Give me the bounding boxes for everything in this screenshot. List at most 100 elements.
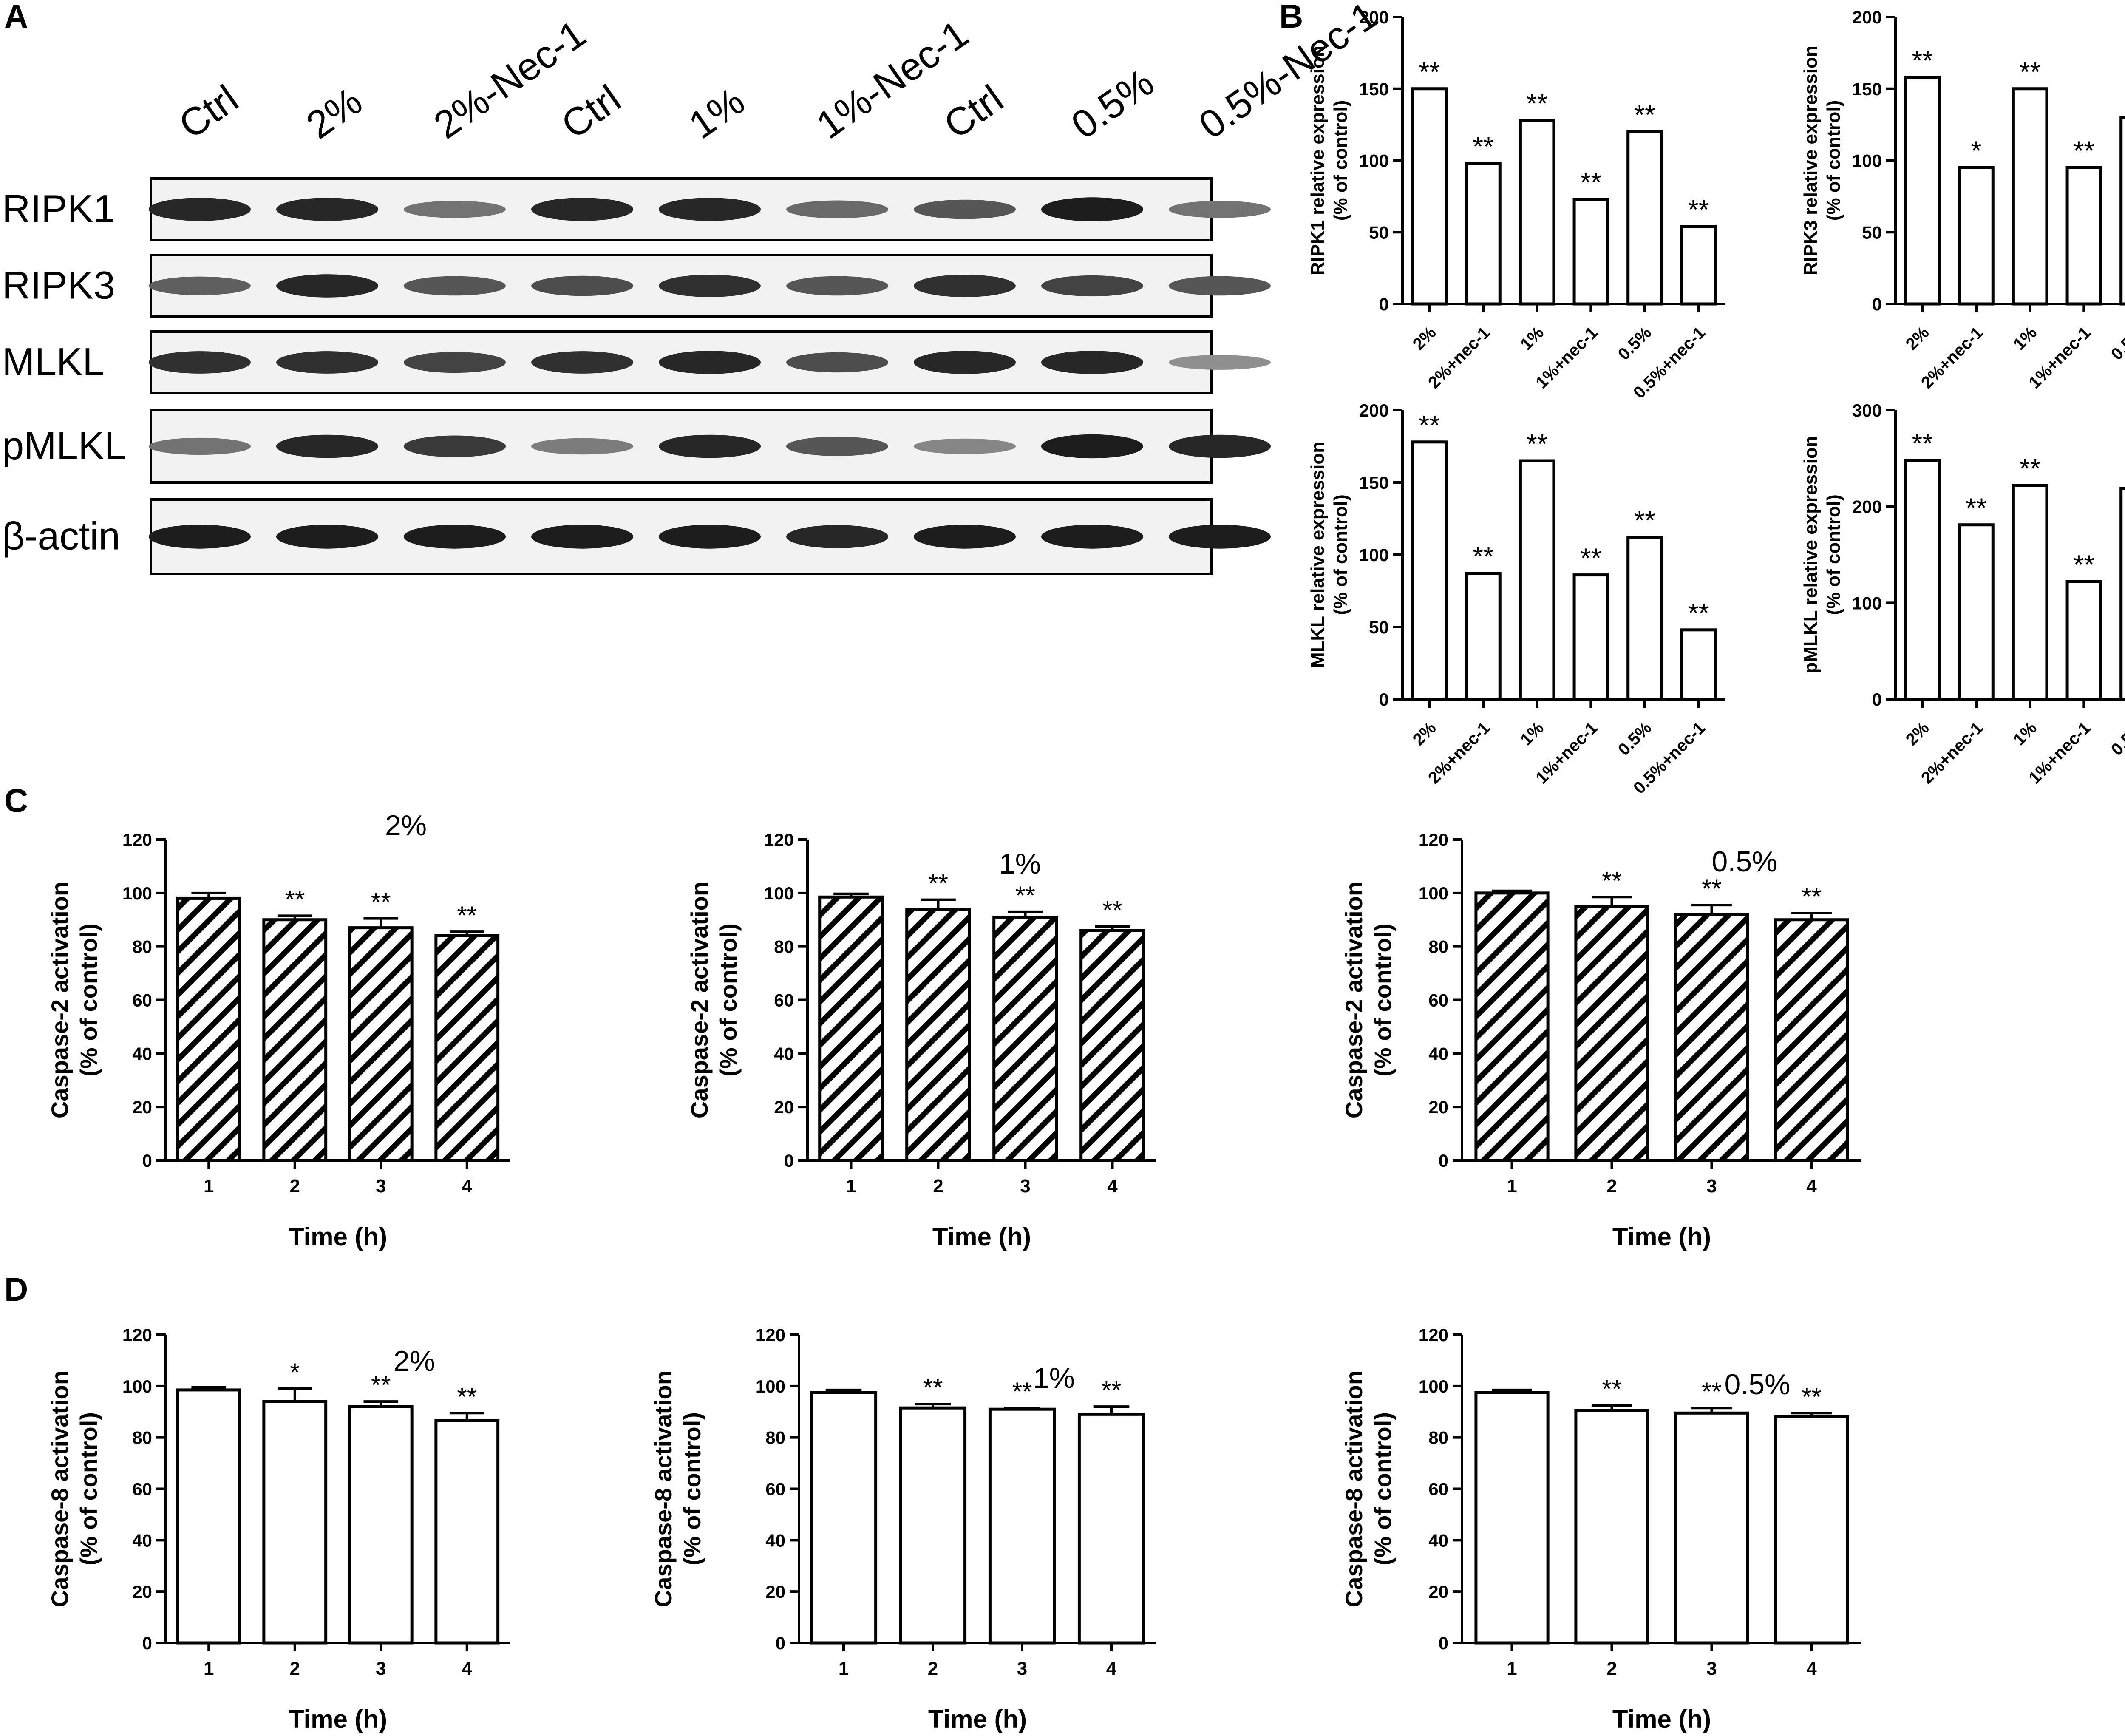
blot-band [531, 351, 633, 374]
significance-mark: ** [923, 1373, 943, 1402]
y-axis-label-line: (% of control) [1330, 494, 1351, 615]
blot-band [914, 438, 1016, 454]
x-axis-label: Time (h) [1612, 1223, 1711, 1251]
bar-1 [1474, 1391, 1550, 1645]
y-tick-label: 0 [1439, 1151, 1448, 1171]
y-tick-label: 200 [1359, 7, 1389, 27]
significance-mark: ** [1015, 881, 1035, 910]
y-tick-label: 80 [1428, 1428, 1448, 1448]
panel-letter-a: A [4, 0, 28, 35]
blot-band [531, 525, 633, 549]
x-tick-label: 3 [376, 1658, 386, 1679]
y-tick-label: 60 [765, 1479, 785, 1499]
bar-4 [434, 1419, 500, 1645]
bar-1 [1904, 76, 1941, 306]
significance-mark: ** [1912, 45, 1933, 76]
x-tick-label: 1% [2010, 718, 2040, 749]
y-tick-label: 40 [132, 1530, 152, 1550]
significance-mark: ** [1102, 1376, 1122, 1404]
significance-mark: ** [2073, 549, 2094, 580]
lane-label-8: 0.5% [1064, 61, 1162, 148]
x-tick-label: 1 [839, 1658, 849, 1679]
blot-band [531, 275, 633, 296]
y-tick-label: 20 [1428, 1582, 1448, 1602]
significance-mark: * [290, 1358, 300, 1387]
significance-mark: ** [2020, 57, 2041, 87]
y-tick-label: 40 [1428, 1530, 1448, 1550]
bar-3 [2012, 87, 2048, 306]
blot-band [786, 437, 888, 456]
y-tick-label: 80 [765, 1428, 785, 1448]
x-tick-label: 4 [462, 1176, 473, 1197]
x-tick-label: 2% [1902, 718, 1933, 749]
y-tick-label: 50 [1369, 617, 1389, 637]
y-axis-label-line: RIPK3 relative expression [1800, 45, 1821, 275]
x-tick-label: 3 [1706, 1658, 1717, 1679]
bar-4 [434, 934, 500, 1162]
y-tick-label: 20 [774, 1097, 794, 1117]
y-axis-label-line: RIPK1 relative expression [1307, 45, 1328, 275]
significance-mark: * [1971, 135, 1982, 166]
bar-2 [905, 908, 971, 1162]
bar-5 [2119, 116, 2125, 306]
y-tick-label: 200 [1852, 497, 1882, 517]
chart-2: 0 50 100 150 200 RIPK3 relative expression (% … [1800, 7, 2125, 402]
bar-4 [2066, 580, 2102, 701]
x-tick-label: 1 [1507, 1658, 1517, 1679]
significance-mark: ** [1527, 428, 1548, 459]
bar-4 [1572, 198, 1609, 306]
y-axis-label: RIPK1 relative expression (% of control) [1307, 45, 1351, 275]
x-tick-label: 1% [1517, 718, 1547, 749]
y-tick-label: 150 [1359, 79, 1389, 99]
x-tick-label: 1% [1517, 323, 1547, 354]
y-tick-label: 80 [132, 1428, 152, 1448]
y-tick-label: 300 [1852, 400, 1882, 420]
x-tick-label: 2 [290, 1658, 300, 1679]
y-axis-label-line: (% of control) [715, 923, 742, 1077]
blot-band [531, 198, 633, 221]
y-tick-label: 120 [1419, 830, 1448, 850]
bar-4 [1077, 1413, 1145, 1645]
y-tick-label: 120 [756, 1325, 785, 1345]
bar-3 [1674, 913, 1749, 1162]
significance-mark: ** [1527, 88, 1548, 119]
bar-2 [1465, 572, 1502, 701]
significance-mark: ** [1102, 896, 1122, 924]
significance-mark: ** [1702, 1377, 1722, 1406]
y-tick-label: 60 [132, 990, 152, 1010]
y-axis-label: Caspase-2 activation(% of control) [686, 882, 742, 1118]
bar-2 [1958, 166, 1995, 306]
y-tick-label: 100 [1419, 1376, 1448, 1396]
significance-mark: ** [371, 1371, 391, 1399]
y-tick-label: 0 [776, 1633, 785, 1653]
blot-band [404, 276, 506, 296]
bar-1 [810, 1391, 878, 1645]
y-axis-label: Caspase-8 activation(% of control) [1340, 1370, 1396, 1607]
x-tick-label: 2 [928, 1658, 938, 1679]
bar-5 [1626, 536, 1663, 701]
bar-6 [1680, 225, 1717, 306]
y-tick-label: 0 [142, 1151, 152, 1171]
blot-band [1041, 351, 1143, 374]
y-tick-label: 80 [774, 937, 794, 957]
x-tick-label: 4 [1806, 1658, 1817, 1679]
x-tick-label: 2% [1409, 718, 1440, 749]
blot-band [404, 525, 506, 549]
significance-mark: ** [1419, 57, 1440, 87]
y-axis-label: Caspase-8 activation(% of control) [650, 1370, 706, 1607]
significance-mark: ** [457, 901, 477, 930]
significance-mark: ** [1580, 167, 1601, 198]
significance-mark: ** [1702, 874, 1722, 903]
y-tick-label: 20 [132, 1097, 152, 1117]
y-tick-label: 0 [1872, 689, 1882, 709]
y-tick-label: 60 [774, 990, 794, 1010]
blot-band [659, 525, 761, 549]
x-axis-label: Time (h) [932, 1223, 1031, 1251]
y-tick-label: 100 [764, 883, 794, 903]
y-axis-label-line: MLKL relative expression [1307, 442, 1328, 668]
y-axis-label-line: (% of control) [1330, 100, 1351, 221]
y-tick-label: 100 [122, 1376, 152, 1396]
blot-band [786, 352, 888, 373]
y-tick-label: 100 [1852, 593, 1882, 613]
